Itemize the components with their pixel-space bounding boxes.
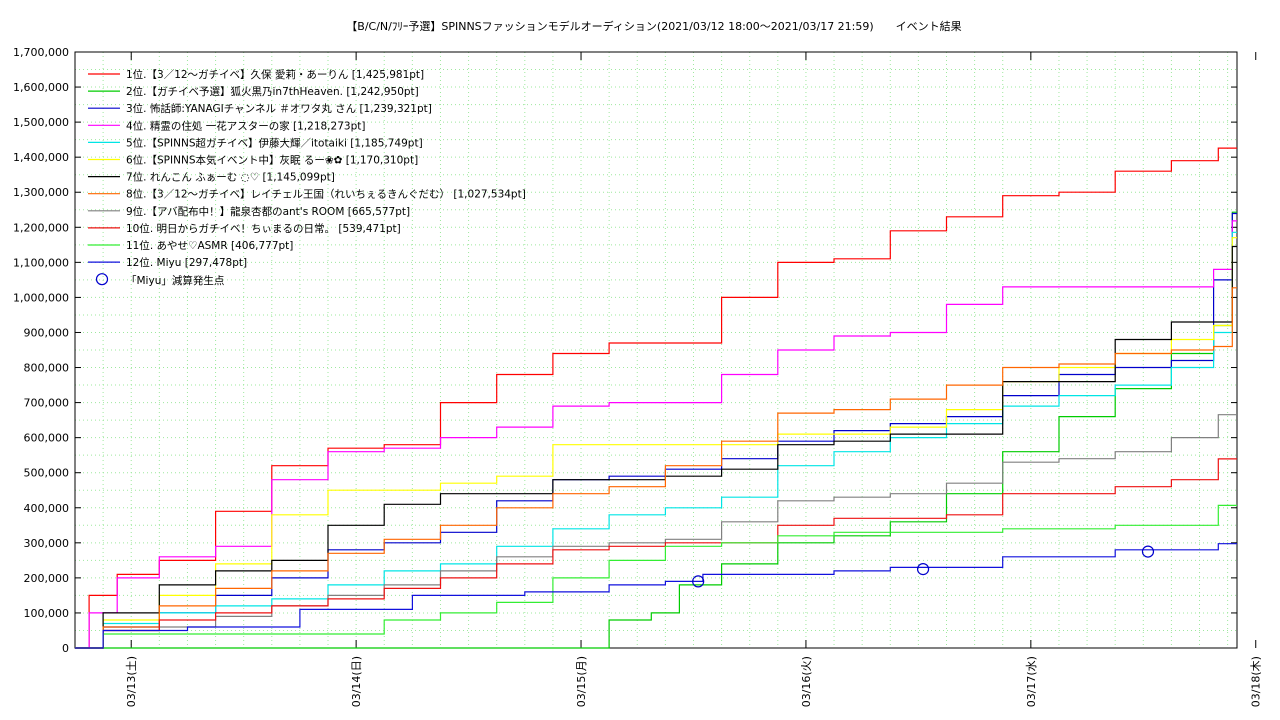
series-line-3 [75, 212, 1237, 649]
x-tick-label: 03/13(土) [125, 656, 138, 707]
y-tick-label: 800,000 [24, 362, 70, 375]
legend-label-2: 2位.【ガチイベ予選】狐火黒乃in7thHeaven. [1,242,950pt… [126, 85, 419, 98]
y-tick-label: 700,000 [24, 397, 70, 410]
y-tick-label: 400,000 [24, 502, 70, 515]
legend-label-10: 10位. 明日からガチイベ！ちぃまるの日常。 [539,471pt] [126, 222, 401, 235]
y-tick-label: 1,300,000 [13, 186, 69, 199]
series-line-1 [75, 147, 1237, 649]
y-tick-label: 1,700,000 [13, 46, 69, 59]
y-tick-label: 200,000 [24, 572, 70, 585]
deduction-marker-1 [692, 575, 705, 588]
x-tick-label: 03/14(日) [350, 656, 363, 707]
y-axis: 0 100,000 200,000 300,000 400,000 500,000 600,… [13, 46, 1237, 655]
series-line-5 [75, 231, 1237, 649]
legend-marker-label: 「Miyu」減算発生点 [126, 274, 224, 287]
legend-label-11: 11位. あやせ♡ASMR [406,777pt] [126, 239, 293, 252]
legend-label-8: 8位.【3／12～ガチイベ】レイチェル王国（れいちぇるきんぐだむ） [1,027… [126, 188, 526, 201]
x-tick-label: 03/18(木) [1250, 656, 1263, 707]
series-line-4 [75, 220, 1237, 649]
legend-label-1: 1位.【3／12～ガチイベ】久保 愛莉・あーりん [1,425,981pt] [126, 68, 424, 81]
y-tick-label: 1,400,000 [13, 151, 69, 164]
series-line-11 [75, 504, 1237, 649]
y-tick-label: 500,000 [24, 467, 70, 480]
legend-label-3: 3位. 怖話師:YANAGIチャンネル ＃オワタ丸 さん [1,239,321p… [126, 102, 432, 115]
series-lines [75, 147, 1237, 649]
deduction-markers [692, 545, 1155, 588]
series-line-7 [75, 245, 1237, 649]
y-tick-label: 1,100,000 [13, 256, 69, 269]
series-line-2 [75, 211, 1237, 649]
chart-title: 【B/C/N/ﾌﾘｰ予選】SPINNSファッションモデルオーディション(2021… [346, 19, 961, 33]
legend-label-4: 4位. 精霊の住処 一花アスターの家 [1,218,273pt] [126, 119, 365, 132]
y-tick-label: 600,000 [24, 432, 70, 445]
x-tick-label: 03/15(月) [575, 656, 588, 707]
legend-label-5: 5位.【SPINNS超ガチイベ】伊藤大輝／itotaiki [1,185,749… [126, 136, 423, 149]
x-axis: 03/13(土) 03/14(日) 03/15(月) 03/16(火) 03/17(水)… [125, 52, 1263, 707]
legend-label-12: 12位. Miyu [297,478pt] [126, 256, 247, 269]
legend-label-6: 6位.【SPINNS本気イベント中】灰眠 るー❀✿ [1,170,310pt] [126, 154, 418, 167]
deduction-marker-2 [916, 563, 930, 576]
y-tick-label: 1,600,000 [13, 81, 69, 94]
y-tick-label: 100,000 [24, 607, 70, 620]
legend-label-9: 9位.【アバ配布中！】龍泉杏都のant's ROOM [665,577pt] [126, 205, 410, 218]
deduction-marker-3 [1141, 545, 1155, 558]
series-line-8 [75, 287, 1237, 649]
legend-label-7: 7位. れんこん ふぁーむ ◌♡ [1,145,099pt] [126, 171, 335, 184]
y-tick-label: 300,000 [24, 537, 70, 550]
y-tick-label: 1,200,000 [13, 221, 69, 234]
legend: 1位.【3／12～ガチイベ】久保 愛莉・あーりん [1,425,981pt] 2位… [88, 68, 526, 287]
series-line-6 [75, 237, 1237, 649]
x-tick-label: 03/16(火) [800, 656, 813, 707]
series-line-10 [75, 458, 1237, 649]
legend-marker-swatch [95, 273, 109, 286]
y-tick-label: 0 [62, 642, 69, 655]
x-tick-label: 03/17(水) [1025, 656, 1038, 707]
y-tick-label: 1,000,000 [13, 291, 69, 304]
plot-area-frame [74, 51, 1238, 649]
y-tick-label: 1,500,000 [13, 116, 69, 129]
y-tick-label: 900,000 [24, 326, 70, 339]
series-line-12 [75, 543, 1237, 649]
